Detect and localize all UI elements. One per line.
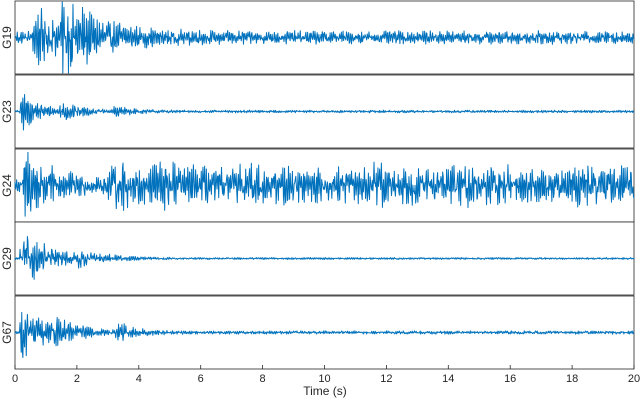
channel-label-g23: G23 [0,100,14,123]
x-tick-label: 10 [318,373,330,385]
channel-label-g29: G29 [0,247,14,270]
trace-g23 [14,94,635,131]
x-tick-label: 12 [380,373,392,385]
x-tick-label: 20 [628,373,640,385]
time-axis: 0 2 4 6 8 10 12 14 16 18 20 [12,365,640,385]
panel-g24: G24 [0,148,635,223]
panel-g19: G19 [0,0,635,75]
trace-g24 [14,151,635,217]
x-tick-label: 6 [198,373,204,385]
channel-label-g24: G24 [0,174,14,197]
trace-g19 [14,1,635,74]
x-tick-label: 4 [136,373,142,385]
x-tick-label: 0 [12,373,18,385]
x-tick-label: 18 [566,373,578,385]
channel-label-g19: G19 [0,26,14,49]
x-tick-label: 8 [260,373,266,385]
x-tick-label: 14 [442,373,454,385]
x-tick-label: 2 [74,373,80,385]
trace-panels: G19 G23 G24 G29 G67 [0,0,635,370]
x-axis-label: Time (s) [303,384,347,398]
x-tick-label: 16 [504,373,516,385]
panel-g23: G23 [0,74,635,149]
channel-label-g67: G67 [0,321,14,344]
panel-g67: G67 [0,295,635,370]
panel-g29: G29 [0,221,635,296]
trace-g67 [14,311,635,359]
trace-g29 [14,236,635,280]
